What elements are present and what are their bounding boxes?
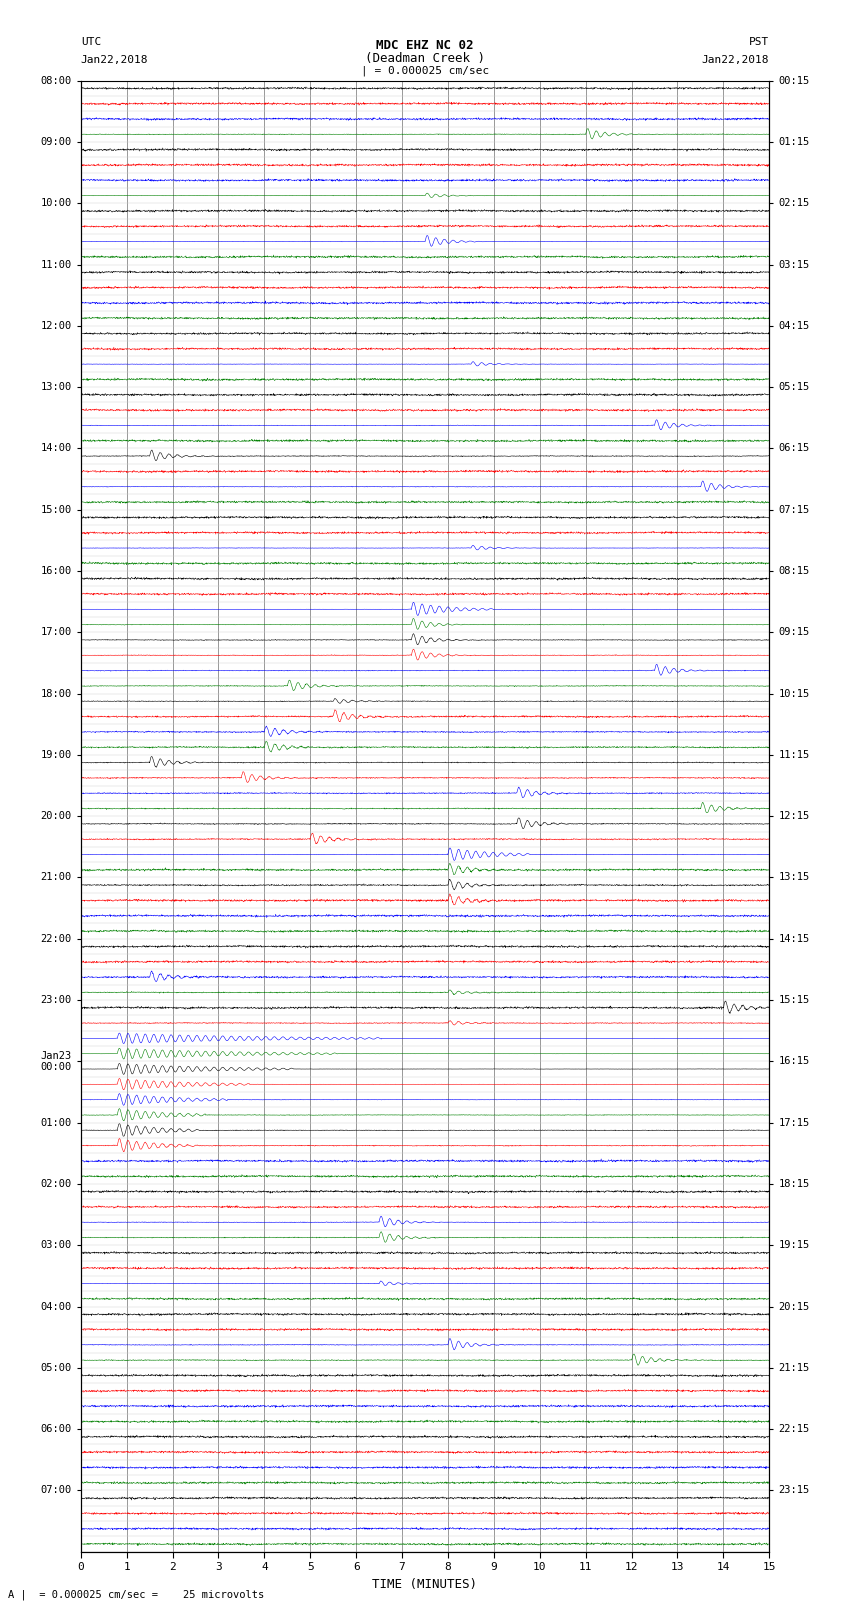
- Text: (Deadman Creek ): (Deadman Creek ): [365, 52, 485, 65]
- Text: Jan22,2018: Jan22,2018: [81, 55, 148, 65]
- Text: A |  = 0.000025 cm/sec =    25 microvolts: A | = 0.000025 cm/sec = 25 microvolts: [8, 1589, 264, 1600]
- Text: UTC: UTC: [81, 37, 101, 47]
- Text: PST: PST: [749, 37, 769, 47]
- Text: Jan22,2018: Jan22,2018: [702, 55, 769, 65]
- Text: MDC EHZ NC 02: MDC EHZ NC 02: [377, 39, 473, 52]
- X-axis label: TIME (MINUTES): TIME (MINUTES): [372, 1578, 478, 1590]
- Text: | = 0.000025 cm/sec: | = 0.000025 cm/sec: [361, 66, 489, 76]
